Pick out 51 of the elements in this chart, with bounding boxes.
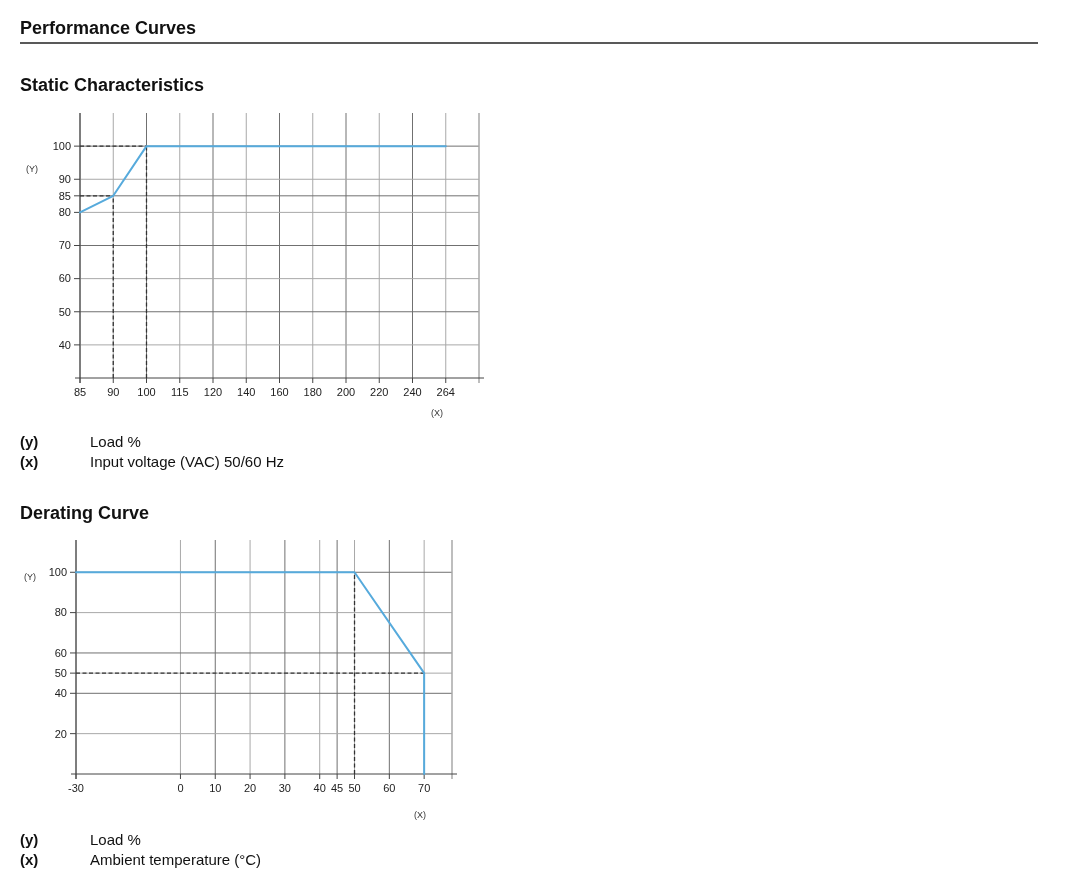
x-tick-label: 85 [73,386,87,398]
text: Ambient temperature (°C) [90,850,262,868]
y-axis-title: (Y) [26,164,38,175]
text: Load % [90,433,141,450]
text: (x) [20,452,39,470]
y-tick-label: 100 [52,139,71,152]
x-tick-label: 240 [403,386,422,398]
x-tick-label: 160 [270,386,289,398]
x-tick-label: 90 [107,386,120,398]
text: (x) [20,850,39,868]
x-tick-label: 60 [383,782,396,794]
text: Input voltage (VAC) 50/60 Hz [90,452,284,470]
x-tick-label: 10 [209,782,222,794]
y-axis-title: (Y) [24,572,36,583]
text: Load % [90,831,141,848]
y-tick-label: 60 [58,272,71,285]
chart-title: Performance Curves [20,18,197,38]
y-tick-label: 50 [54,666,67,679]
y-tick-label: 40 [58,338,71,351]
x-tick-label: 220 [370,386,389,398]
y-tick-label: 100 [48,566,67,579]
y-tick-label: 20 [54,727,67,740]
x-tick-label: 115 [170,386,189,398]
x-tick-label: 20 [243,782,257,794]
x-tick-label: 0 [177,782,184,794]
x-tick-label: 70 [418,782,431,794]
x-tick-label: 40 [313,782,326,794]
x-tick-label: 264 [436,386,455,398]
y-tick-label: 80 [54,606,67,619]
x-tick-label: 50 [348,782,361,794]
x-axis-title: (X) [414,810,426,820]
y-tick-label: 80 [58,206,71,219]
x-tick-label: 140 [237,386,256,398]
chart-subtitle: Static Characteristics [20,75,205,95]
y-tick-label: 70 [58,239,71,252]
y-tick-label: 90 [58,173,71,186]
y-tick-label: 50 [58,305,71,318]
y-tick-label: 60 [54,646,67,659]
x-tick-label: 180 [303,386,322,398]
x-tick-label: 100 [137,386,156,398]
x-tick-label: -30 [68,782,84,794]
text: (y) [20,831,39,848]
y-tick-label: 40 [54,687,67,700]
x-tick-label: 30 [278,782,292,794]
x-tick-label: 120 [203,386,223,398]
text: (y) [20,433,39,450]
x-tick-label: 200 [336,386,356,398]
chart-title: Derating Curve [20,503,150,523]
y-tick-label: 85 [58,189,71,202]
x-axis-title: (X) [431,408,443,418]
x-tick-label: 45 [330,782,344,794]
